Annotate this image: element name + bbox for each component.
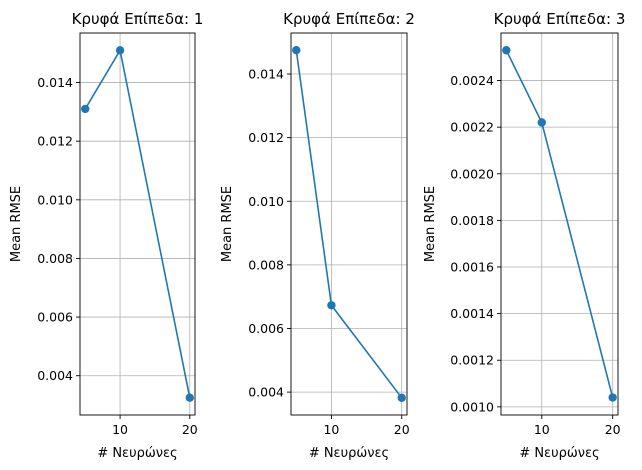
chart-title: Κρυφά Επίπεδα: 2 bbox=[283, 10, 415, 28]
x-tick-label: 10 bbox=[112, 422, 128, 437]
y-tick-label: 0.012 bbox=[248, 130, 284, 145]
axes-frame bbox=[290, 32, 408, 416]
axes-frame bbox=[500, 32, 619, 416]
x-axis-label: # Νευρώνες bbox=[97, 446, 177, 461]
chart-panel-1: 10 20 0.004 0.006 0.008 0.010 0.012 0.014 Κρυφά … bbox=[9, 10, 203, 461]
y-tick-label: 0.0022 bbox=[450, 120, 494, 135]
data-point bbox=[292, 45, 301, 55]
chart-title: Κρυφά Επίπεδα: 3 bbox=[494, 10, 626, 28]
y-tick-label: 0.008 bbox=[248, 257, 284, 272]
data-point bbox=[327, 301, 336, 310]
data-point bbox=[115, 46, 125, 55]
y-tick-label: 0.0012 bbox=[450, 353, 494, 368]
data-point bbox=[608, 393, 617, 402]
y-tick-label: 0.012 bbox=[37, 134, 73, 149]
y-tick-label: 0.0014 bbox=[450, 306, 494, 321]
x-tick-label: 10 bbox=[534, 422, 550, 437]
x-axis-label: # Νευρώνες bbox=[309, 446, 389, 461]
y-tick-label: 0.004 bbox=[37, 368, 73, 383]
x-tick-label: 10 bbox=[323, 422, 339, 437]
x-tick-label: 20 bbox=[394, 422, 410, 437]
y-axis-label: Mean RMSE bbox=[423, 186, 438, 262]
y-tick-label: 0.0016 bbox=[450, 260, 494, 275]
y-tick-label: 0.0018 bbox=[450, 213, 494, 228]
y-axis-label: Mean RMSE bbox=[9, 186, 24, 262]
data-point bbox=[537, 118, 546, 127]
x-axis-label: # Νευρώνες bbox=[519, 446, 599, 461]
y-tick-label: 0.004 bbox=[248, 385, 284, 400]
chart-panel-3: 10 20 0.0010 0.0012 0.0014 0.0016 0.0018 0.0020… bbox=[423, 10, 625, 461]
data-point bbox=[397, 393, 406, 403]
chart-panel-2: 10 20 0.004 0.006 0.008 0.010 0.012 0.014 Κρυφά … bbox=[220, 10, 415, 461]
axes-frame bbox=[79, 32, 196, 416]
chart-title: Κρυφά Επίπεδα: 1 bbox=[72, 10, 204, 28]
y-tick-label: 0.0010 bbox=[450, 399, 494, 414]
data-point bbox=[502, 46, 511, 55]
y-tick-label: 0.014 bbox=[37, 75, 73, 90]
y-tick-label: 0.0020 bbox=[450, 166, 494, 181]
data-point bbox=[185, 393, 194, 402]
y-tick-label: 0.010 bbox=[37, 192, 73, 207]
y-tick-label: 0.008 bbox=[37, 251, 73, 266]
data-point bbox=[81, 104, 90, 114]
x-tick-label: 20 bbox=[605, 422, 621, 437]
y-axis-label: Mean RMSE bbox=[220, 186, 235, 262]
y-tick-label: 0.010 bbox=[248, 194, 284, 209]
y-tick-label: 0.006 bbox=[248, 321, 284, 336]
y-tick-label: 0.0024 bbox=[450, 73, 494, 88]
y-tick-label: 0.006 bbox=[37, 310, 73, 325]
y-tick-label: 0.014 bbox=[248, 67, 284, 82]
x-tick-label: 20 bbox=[182, 422, 198, 437]
